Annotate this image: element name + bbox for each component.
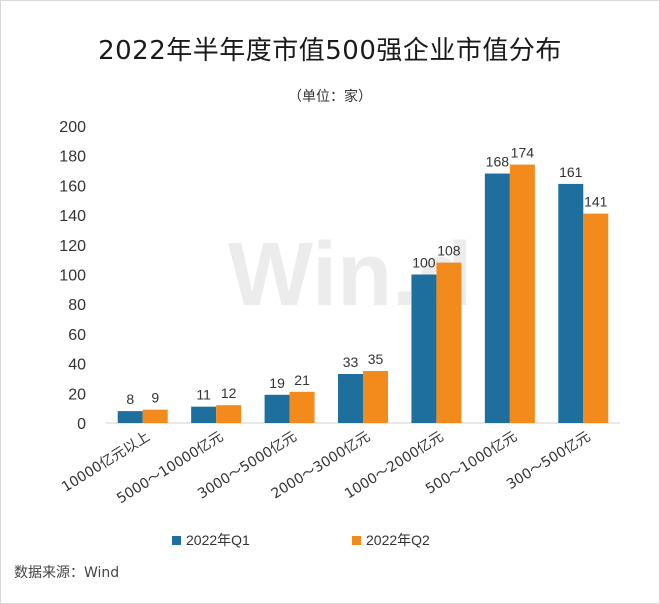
y-tick-label: 100 bbox=[59, 268, 86, 285]
data-label: 108 bbox=[437, 243, 461, 259]
y-tick-label: 40 bbox=[68, 357, 86, 374]
legend-swatch-q2 bbox=[352, 536, 361, 545]
bar-q2 bbox=[216, 405, 242, 423]
y-tick-label: 160 bbox=[59, 178, 86, 195]
bar-q2 bbox=[509, 164, 535, 424]
bar-q1 bbox=[484, 173, 510, 423]
y-tick-label: 140 bbox=[59, 208, 86, 225]
data-label: 9 bbox=[151, 390, 159, 406]
data-label: 100 bbox=[412, 255, 436, 271]
chart-subtitle: （单位：家） bbox=[288, 89, 372, 105]
data-label: 168 bbox=[486, 154, 510, 170]
y-tick-label: 80 bbox=[68, 297, 86, 314]
bar-q2 bbox=[142, 409, 168, 423]
y-tick-label: 180 bbox=[59, 149, 86, 166]
y-tick-label: 200 bbox=[59, 119, 86, 136]
y-tick-label: 120 bbox=[59, 238, 86, 255]
bar-q1 bbox=[338, 373, 363, 423]
data-label: 161 bbox=[559, 164, 583, 180]
data-label: 141 bbox=[584, 194, 608, 210]
bar-q2 bbox=[583, 213, 609, 423]
y-tick-label: 0 bbox=[77, 416, 86, 433]
data-label: 11 bbox=[196, 387, 211, 403]
bar-q2 bbox=[436, 262, 462, 423]
bar-q2 bbox=[289, 391, 315, 423]
source-note: 数据来源：Wind bbox=[14, 565, 120, 581]
bar-q2 bbox=[363, 371, 388, 423]
data-label: 174 bbox=[511, 145, 535, 161]
y-tick-label: 20 bbox=[68, 386, 86, 403]
chart-title: 2022年半年度市值500强企业市值分布 bbox=[98, 36, 562, 66]
data-label: 33 bbox=[343, 354, 359, 370]
bar-q1 bbox=[191, 406, 217, 423]
legend-swatch-q1 bbox=[172, 536, 181, 545]
bar-q1 bbox=[411, 274, 437, 423]
data-label: 12 bbox=[221, 385, 237, 401]
data-label: 8 bbox=[126, 391, 134, 407]
bar-q1 bbox=[117, 411, 143, 423]
legend-label: 2022年Q2 bbox=[366, 532, 430, 548]
data-label: 21 bbox=[294, 372, 310, 388]
data-label: 35 bbox=[368, 351, 384, 367]
bar-q1 bbox=[558, 183, 584, 423]
legend-label: 2022年Q1 bbox=[186, 532, 250, 548]
data-label: 19 bbox=[269, 375, 285, 391]
bar-q1 bbox=[264, 394, 290, 423]
y-tick-label: 60 bbox=[68, 327, 86, 344]
